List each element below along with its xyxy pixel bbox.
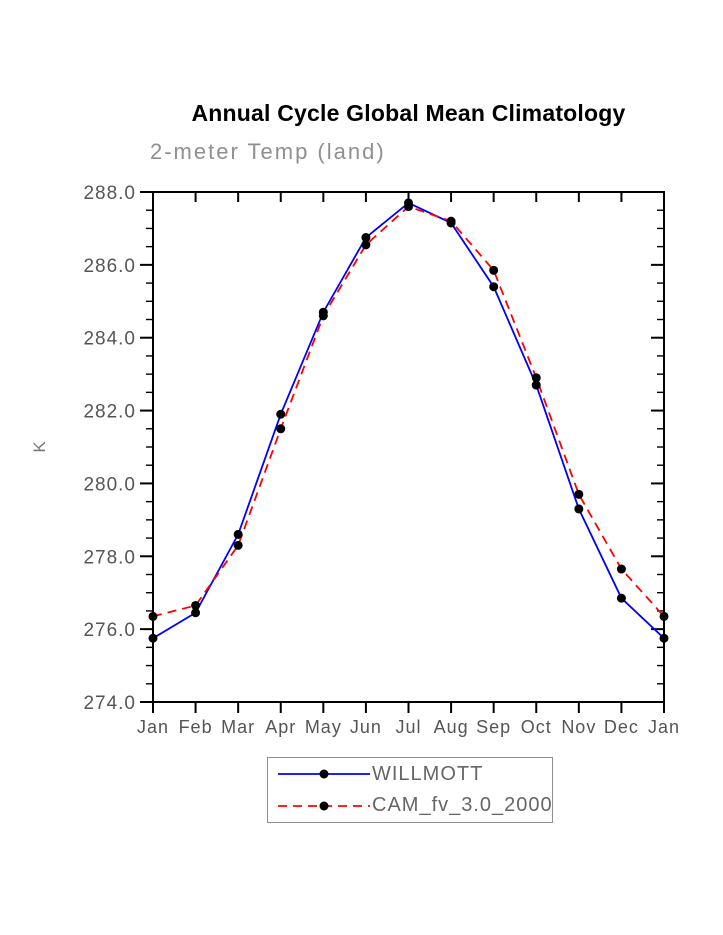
x-tick-label: May [305, 717, 342, 737]
x-tick-label: Apr [265, 717, 296, 737]
cam_fv_3.0_2000-marker [531, 373, 541, 383]
cam_fv_3.0_2000-marker [318, 311, 328, 321]
willmott-marker [276, 409, 286, 419]
cam_fv_3.0_2000-marker [489, 265, 499, 275]
willmott-marker [616, 593, 626, 603]
y-tick-label: 288.0 [83, 183, 136, 204]
willmott-marker [361, 233, 371, 243]
y-tick-label: 284.0 [83, 329, 136, 350]
x-tick-label: Jan [137, 717, 169, 737]
cam_fv_3.0_2000-marker [148, 611, 158, 621]
x-tick-label: Jan [648, 717, 680, 737]
x-tick-label: Feb [179, 717, 213, 737]
cam-line-sample-icon [278, 801, 370, 811]
cam_fv_3.0_2000-marker [446, 216, 456, 226]
willmott-marker [659, 633, 669, 643]
x-tick-label: Mar [221, 717, 255, 737]
y-tick-label: 274.0 [83, 693, 136, 714]
cam_fv_3.0_2000-marker [659, 611, 669, 621]
cam_fv_3.0_2000-marker [616, 564, 626, 574]
y-tick-label: 282.0 [83, 402, 136, 423]
y-tick-label: 278.0 [83, 547, 136, 568]
chart-title: Annual Cycle Global Mean Climatology [191, 100, 626, 126]
cam_fv_3.0_2000-line [152, 205, 665, 618]
y-tick-label: 280.0 [83, 474, 136, 495]
legend-label-willmott: WILLMOTT [372, 762, 484, 785]
cam_fv_3.0_2000-marker [361, 240, 371, 250]
chart-subtitle: 2-meter Temp (land) [150, 139, 386, 164]
willmott-line [152, 201, 665, 640]
willmott-marker [489, 282, 499, 292]
legend-row-willmott: WILLMOTT [268, 759, 552, 789]
y-axis-label: K [30, 441, 49, 453]
cam_fv_3.0_2000-marker [276, 424, 286, 434]
cam_fv_3.0_2000-marker [574, 489, 584, 499]
willmott-marker [233, 529, 243, 539]
x-tick-label: Nov [561, 717, 596, 737]
x-tick-label: Jul [395, 717, 421, 737]
willmott-marker [148, 633, 158, 643]
x-tick-label: Dec [604, 717, 639, 737]
willmott-marker [191, 608, 201, 618]
legend-label-cam: CAM_fv_3.0_2000 [372, 794, 553, 817]
x-tick-label: Jun [350, 717, 382, 737]
willmott-line-sample-icon [278, 769, 370, 779]
y-tick-label: 286.0 [83, 256, 136, 277]
cam_fv_3.0_2000-marker [191, 600, 201, 610]
legend: WILLMOTT CAM_fv_3.0_2000 [267, 757, 553, 823]
y-tick-label: 276.0 [83, 620, 136, 641]
x-tick-label: Oct [521, 717, 552, 737]
legend-row-cam: CAM_fv_3.0_2000 [268, 791, 552, 821]
cam_fv_3.0_2000-marker [233, 540, 243, 550]
x-tick-label: Aug [434, 717, 469, 737]
willmott-marker [574, 504, 584, 514]
willmott-marker [531, 380, 541, 390]
cam_fv_3.0_2000-marker [404, 202, 413, 212]
plot-frame [152, 191, 665, 703]
x-tick-label: Sep [476, 717, 511, 737]
